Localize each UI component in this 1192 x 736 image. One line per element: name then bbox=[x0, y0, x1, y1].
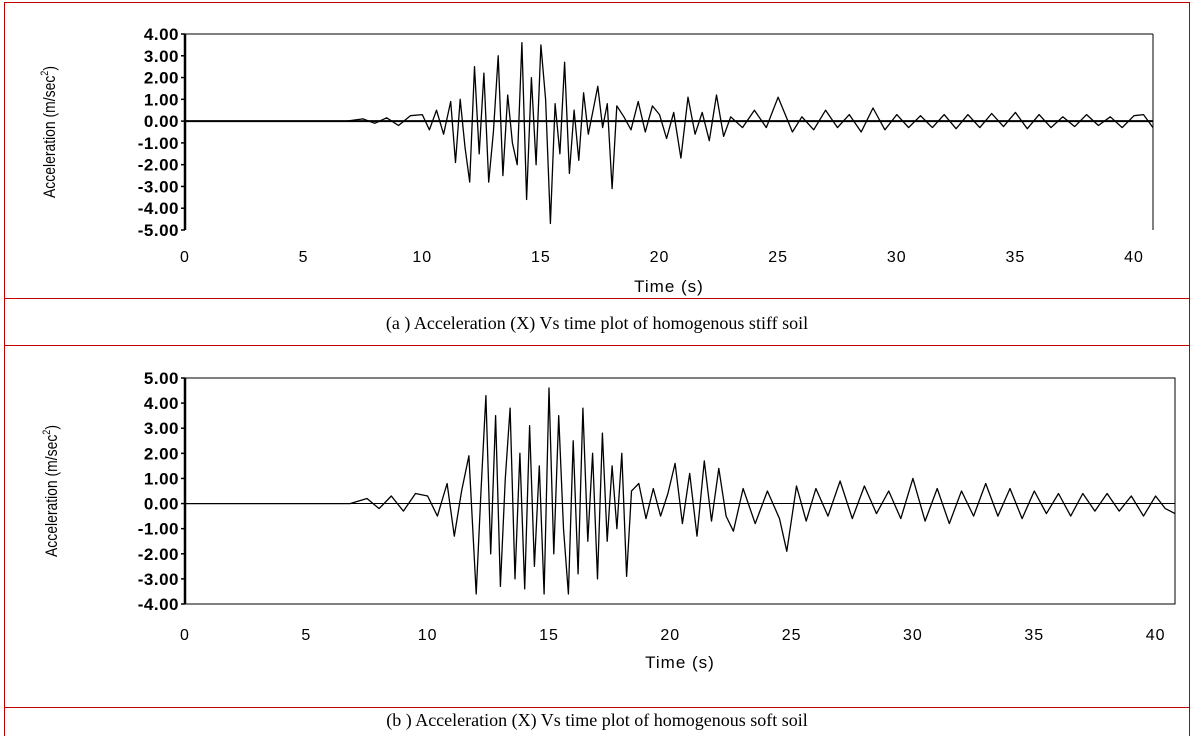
chart-panel-a: 4.00 3.00 2.00 1.00 0.00 -1.00 -2.00 -3.00 -4.00… bbox=[5, 6, 1189, 298]
y-tick-label: 4.00 bbox=[144, 25, 179, 44]
figure-frame bbox=[4, 2, 1190, 736]
series-line bbox=[185, 387, 1176, 595]
y-tick-label: 1.00 bbox=[144, 469, 179, 488]
y-tick-label: -3.00 bbox=[138, 177, 179, 196]
x-tick-label: 5 bbox=[301, 627, 311, 644]
caption-b: (b ) Acceleration (X) Vs time plot of ho… bbox=[386, 710, 808, 730]
y-tick-label: 2.00 bbox=[144, 69, 179, 88]
plot-frame bbox=[184, 377, 1176, 605]
y-tick-label: 1.00 bbox=[144, 90, 179, 109]
x-axis-title: Time (s) bbox=[645, 653, 715, 672]
y-tick-label: -2.00 bbox=[138, 545, 179, 564]
x-tick-label: 25 bbox=[768, 249, 788, 266]
y-axis-title: Acceleration (m/sec2) bbox=[39, 66, 59, 198]
y-tick-label: 4.00 bbox=[144, 394, 179, 413]
y-tick-label: -4.00 bbox=[138, 199, 179, 218]
y-tick-label: -5.00 bbox=[138, 221, 179, 240]
caption-a: (a ) Acceleration (X) Vs time plot of ho… bbox=[385, 313, 809, 333]
x-tick-label: 40 bbox=[1146, 627, 1166, 644]
chart-a-svg: 4.00 3.00 2.00 1.00 0.00 -1.00 -2.00 -3.00 -4.00… bbox=[39, 25, 1154, 296]
x-tick-label: 35 bbox=[1005, 249, 1025, 266]
x-tick-label: 30 bbox=[903, 627, 923, 644]
y-tick-label: 0.00 bbox=[144, 495, 179, 514]
divider-line bbox=[4, 345, 1190, 346]
y-axis-title: Acceleration (m/sec2) bbox=[41, 425, 61, 557]
y-tick-label: -1.00 bbox=[138, 520, 179, 539]
chart-panel-b: 5.00 4.00 3.00 2.00 1.00 0.00 -1.00 -2.00 -3.00 -… bbox=[5, 350, 1189, 706]
x-tick-label: 20 bbox=[650, 249, 670, 266]
x-tick-label: 30 bbox=[887, 249, 907, 266]
y-tick-label: -2.00 bbox=[138, 156, 179, 175]
y-tick-label: 0.00 bbox=[144, 112, 179, 131]
x-tick-label: 25 bbox=[782, 627, 802, 644]
series-line bbox=[346, 42, 1154, 225]
y-tick-label: 3.00 bbox=[144, 419, 179, 438]
divider-line bbox=[4, 298, 1190, 299]
x-tick-label: 35 bbox=[1024, 627, 1044, 644]
x-tick-label: 10 bbox=[412, 249, 432, 266]
y-tick-label: -4.00 bbox=[138, 595, 179, 614]
x-tick-label: 5 bbox=[299, 249, 309, 266]
chart-b-svg: 5.00 4.00 3.00 2.00 1.00 0.00 -1.00 -2.00 -3.00 -… bbox=[41, 369, 1176, 672]
y-tick-label: 2.00 bbox=[144, 444, 179, 463]
x-tick-label: 0 bbox=[180, 627, 190, 644]
x-tick-label: 10 bbox=[418, 627, 438, 644]
x-tick-label: 0 bbox=[180, 249, 190, 266]
x-tick-label: 40 bbox=[1124, 249, 1144, 266]
y-tick-label: -1.00 bbox=[138, 134, 179, 153]
y-tick-label: -3.00 bbox=[138, 570, 179, 589]
x-tick-label: 15 bbox=[531, 249, 551, 266]
y-tick-label: 5.00 bbox=[144, 369, 179, 388]
x-tick-label: 20 bbox=[660, 627, 680, 644]
divider-line bbox=[4, 707, 1190, 708]
x-tick-label: 15 bbox=[539, 627, 559, 644]
x-axis-title: Time (s) bbox=[634, 277, 704, 296]
y-tick-label: 3.00 bbox=[144, 47, 179, 66]
